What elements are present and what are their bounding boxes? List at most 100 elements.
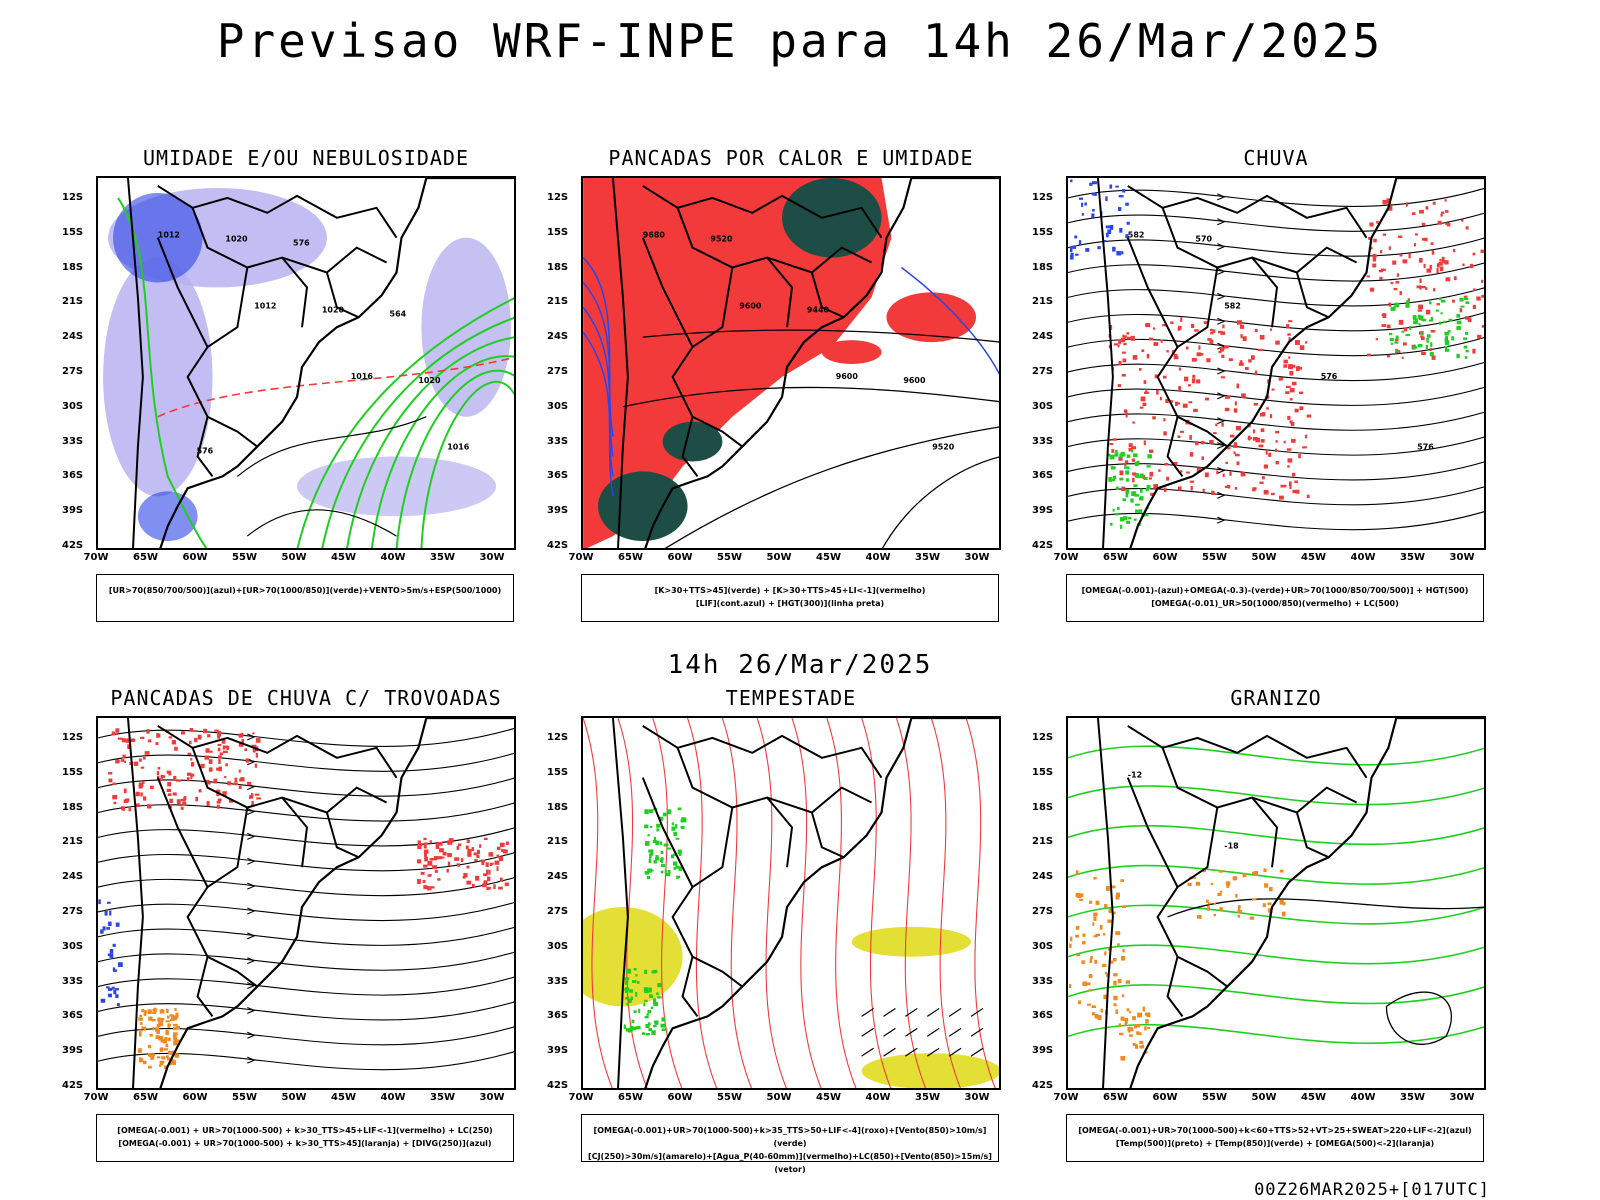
legend-line: [UR>70(850/700/500)](azul)+[UR>70(1000/8… xyxy=(108,586,502,595)
panel-legend: [OMEGA(-0.001)-(azul)+OMEGA(-0.3)-(verde… xyxy=(1066,574,1484,622)
panel-legend: [OMEGA(-0.001)+UR>70(1000-500)+k<60+TTS>… xyxy=(1066,1114,1484,1162)
legend-line: [CJ(250)>30m/s](amarelo)+[Agua_P(40-60mm… xyxy=(588,1152,992,1174)
lat-tick-label: 27S xyxy=(1032,366,1054,377)
panel-legend: [OMEGA(-0.001) + UR>70(1000-500) + k>30_… xyxy=(96,1114,514,1162)
lon-tick-label: 30W xyxy=(1449,552,1475,563)
lon-tick-label: 50W xyxy=(766,1092,792,1103)
map-panel: PANCADAS DE CHUVA C/ TROVOADAS 12S 15S 18S 2… xyxy=(62,686,516,1166)
lon-tick-label: 50W xyxy=(766,552,792,563)
lon-tick-label: 55W xyxy=(232,1092,257,1103)
lat-tick-label: 39S xyxy=(1032,1045,1054,1057)
lon-tick-label: 65W xyxy=(618,552,643,563)
legend-line: [OMEGA(-0.001) + UR>70(1000-500) + k>30_… xyxy=(118,1139,492,1148)
weather-map: -12 -18 xyxy=(1066,716,1486,1090)
lon-tick-label: 50W xyxy=(281,1092,307,1103)
lat-tick-label: 33S xyxy=(1032,975,1054,987)
lon-tick-label: 45W xyxy=(331,1092,356,1103)
lon-tick-label: 45W xyxy=(1301,552,1326,563)
lon-tick-label: 65W xyxy=(618,1092,643,1103)
map-graphic: 1012 1012 1016 1016 1020 1020 1020 576 576 564 xyxy=(103,178,514,548)
lon-tick-label: 60W xyxy=(667,1092,693,1103)
lon-tick-label: 40W xyxy=(865,1092,891,1103)
lon-tick-label: 50W xyxy=(1251,1092,1277,1103)
contour-label: 1020 xyxy=(322,305,345,314)
lon-tick-label: 30W xyxy=(1449,1092,1475,1103)
lon-tick-label: 40W xyxy=(380,1092,406,1103)
lon-tick-label: 30W xyxy=(964,1092,990,1103)
legend-line: [OMEGA(-0.001)+UR>70(1000-500)+k<60+TTS>… xyxy=(1078,1126,1472,1135)
lat-tick-label: 30S xyxy=(62,940,84,952)
map-base xyxy=(611,718,999,1088)
lon-tick-label: 45W xyxy=(816,552,841,563)
contour-label: 9440 xyxy=(807,305,830,314)
lat-tick-label: 27S xyxy=(547,366,569,377)
panel-title: PANCADAS DE CHUVA C/ TROVOADAS xyxy=(110,686,502,710)
lon-tick-label: 35W xyxy=(915,1092,940,1103)
map-panel: PANCADAS POR CALOR E UMIDADE 9680 9600 9600… xyxy=(547,146,1001,626)
lat-tick-label: 24S xyxy=(1032,871,1054,883)
lat-tick-label: 33S xyxy=(547,435,569,447)
weather-map: 9680 9600 9600 9520 9520 9440 9600 xyxy=(581,176,1001,550)
lat-tick-label: 36S xyxy=(1032,1010,1054,1022)
lon-tick-label: 60W xyxy=(182,1092,208,1103)
lat-tick-label: 33S xyxy=(62,435,84,447)
map-panel: TEMPESTADE 12S 15S 18S 21S 24S 27S 30S 33S 36S 39S… xyxy=(547,686,1001,1174)
contour-label: 576 xyxy=(197,447,214,456)
lon-tick-label: 65W xyxy=(133,1092,158,1103)
lat-tick-label: 42S xyxy=(1032,540,1054,551)
lat-tick-label: 27S xyxy=(1032,906,1054,917)
lon-tick-label: 30W xyxy=(964,552,990,563)
lat-tick-label: 36S xyxy=(547,470,569,482)
lat-tick-label: 30S xyxy=(1032,400,1054,412)
lat-tick-label: 21S xyxy=(62,836,84,848)
lon-tick-label: 45W xyxy=(331,552,356,563)
lon-tick-label: 35W xyxy=(915,552,940,563)
lat-tick-label: 39S xyxy=(547,505,569,517)
lat-tick-label: 27S xyxy=(547,906,569,917)
lat-tick-label: 39S xyxy=(62,1045,84,1057)
weather-map: 582 582 576 576 570 xyxy=(1066,176,1486,550)
lat-tick-label: 30S xyxy=(1032,940,1054,952)
lat-tick-label: 21S xyxy=(547,296,569,308)
lat-tick-label: 33S xyxy=(62,975,84,987)
panel-title: GRANIZO xyxy=(1230,686,1322,710)
lat-tick-label: 12S xyxy=(62,192,84,203)
contour-label: 1012 xyxy=(158,231,180,240)
contour-label: 1016 xyxy=(447,443,470,452)
lon-tick-label: 55W xyxy=(717,1092,742,1103)
panel-title: UMIDADE E/OU NEBULOSIDADE xyxy=(142,146,470,170)
contour-label: 1016 xyxy=(351,372,374,381)
lat-tick-label: 42S xyxy=(547,540,569,551)
lat-tick-label: 24S xyxy=(62,871,84,883)
lat-tick-label: 24S xyxy=(62,331,84,343)
legend-line: [Temp(500)](preto) + [Temp(850)](verde) … xyxy=(1115,1139,1435,1148)
lat-tick-label: 42S xyxy=(547,1080,569,1091)
panel-title: PANCADAS POR CALOR E UMIDADE xyxy=(608,146,974,170)
lat-tick-label: 15S xyxy=(1032,766,1054,778)
contour-label: 9600 xyxy=(739,301,762,310)
lon-tick-label: 35W xyxy=(1400,552,1425,563)
lat-tick-label: 33S xyxy=(547,975,569,987)
lon-tick-label: 55W xyxy=(717,552,742,563)
lat-tick-label: 39S xyxy=(547,1045,569,1057)
lat-tick-label: 30S xyxy=(62,400,84,412)
lat-tick-label: 42S xyxy=(62,1080,84,1091)
lon-tick-label: 55W xyxy=(1202,552,1227,563)
lat-tick-label: 15S xyxy=(547,226,569,238)
lon-tick-label: 65W xyxy=(1103,552,1128,563)
lon-tick-label: 70W xyxy=(1053,1092,1079,1103)
map-panel: GRANIZO -12 -18 12S 15S 18S 21S 24S 27S 30S 33S 36S… xyxy=(1032,686,1486,1166)
lat-tick-label: 24S xyxy=(547,871,569,883)
contour-label: 576 xyxy=(1417,443,1434,452)
map-graphic xyxy=(583,718,999,1088)
legend-line: [OMEGA(-0.01)_UR>50(1000/850)(vermelho) … xyxy=(1151,599,1399,608)
contour-label: -12 xyxy=(1128,771,1142,780)
lat-tick-label: 12S xyxy=(547,732,569,743)
lon-tick-label: 35W xyxy=(1400,1092,1425,1103)
lon-tick-label: 40W xyxy=(1350,1092,1376,1103)
lon-tick-label: 40W xyxy=(1350,552,1376,563)
lat-tick-label: 27S xyxy=(62,366,84,377)
lat-tick-label: 18S xyxy=(62,261,84,273)
contour-label: 9600 xyxy=(903,376,926,385)
weather-map xyxy=(96,716,516,1090)
